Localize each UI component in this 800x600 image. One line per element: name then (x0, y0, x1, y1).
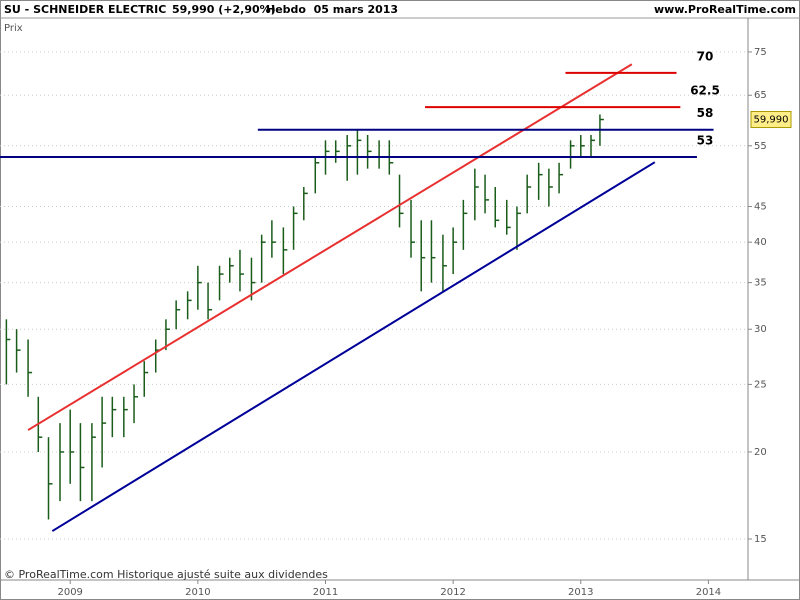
trendline (51, 161, 656, 532)
trendline (27, 63, 633, 431)
y-tick-label: 55 (754, 141, 767, 152)
y-tick-label: 75 (754, 47, 767, 58)
x-tick-label: 2011 (313, 587, 338, 598)
level-label: 58 (697, 106, 714, 120)
level-label: 53 (697, 134, 714, 148)
y-tick-label: 35 (754, 278, 767, 289)
last-price-box (750, 111, 792, 129)
x-tick-label: 2012 (440, 587, 465, 598)
y-tick-label: 45 (754, 202, 767, 213)
panel-label: Prix (4, 23, 23, 34)
level-label: 62.5 (690, 84, 720, 98)
y-tick-label: 40 (754, 237, 767, 248)
y-tick-label: 30 (754, 324, 767, 335)
symbol: SU - SCHNEIDER ELECTRIC (4, 3, 166, 16)
y-tick-label: 20 (754, 447, 767, 458)
x-tick-label: 2013 (568, 587, 593, 598)
footer: © ProRealTime.com Historique ajusté suit… (4, 568, 328, 581)
x-tick-label: 2010 (185, 587, 210, 598)
last-price-label: 59,990 (754, 115, 789, 126)
period: Hebdo 05 mars 2013 (266, 3, 398, 16)
site: www.ProRealTime.com (654, 3, 796, 16)
y-tick-label: 65 (754, 90, 767, 101)
x-tick-label: 2014 (696, 587, 721, 598)
level-label: 70 (697, 49, 714, 63)
y-tick-label: 15 (754, 534, 767, 545)
quote: 59,990 (+2,90%) (172, 3, 276, 16)
y-tick-label: 25 (754, 379, 767, 390)
x-tick-label: 2009 (57, 587, 82, 598)
